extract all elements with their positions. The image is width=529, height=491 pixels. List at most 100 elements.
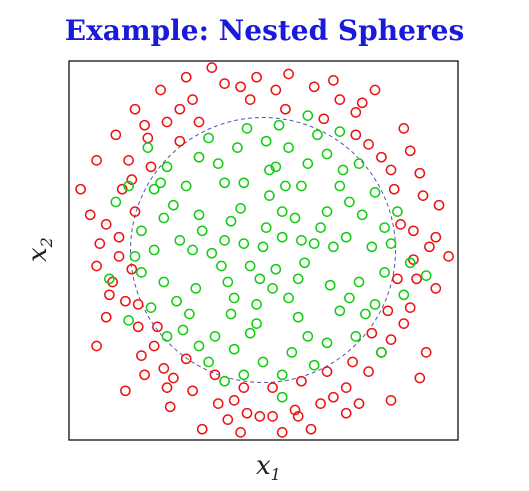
data-point-outer (142, 132, 154, 144)
data-point-inner (219, 235, 230, 246)
data-point-inner (376, 347, 387, 358)
data-point-inner (155, 177, 166, 189)
data-point-inner (308, 359, 320, 371)
data-point-inner (286, 347, 298, 358)
data-point-outer (116, 183, 128, 195)
data-point-inner (228, 343, 240, 355)
data-point-outer (433, 199, 445, 211)
data-point-inner (260, 222, 272, 233)
data-point-outer (411, 273, 422, 285)
data-point-inner (110, 196, 122, 208)
data-point-outer (107, 276, 118, 288)
data-point-inner (244, 327, 256, 339)
data-point-outer (91, 155, 102, 166)
data-point-outer (363, 139, 374, 150)
data-point-inner (292, 311, 304, 323)
data-point-outer (376, 151, 387, 163)
y-axis-label: x2 (23, 237, 56, 262)
data-point-inner (161, 331, 173, 342)
data-point-inner (145, 302, 157, 313)
data-point-outer (228, 395, 240, 406)
data-point-outer (254, 411, 266, 422)
data-point-outer (318, 113, 330, 125)
data-point-inner (334, 305, 346, 317)
data-point-inner (203, 356, 214, 368)
points-layer (75, 62, 454, 438)
data-point-inner (203, 132, 214, 144)
data-point-inner (276, 391, 288, 403)
data-point-inner (148, 244, 160, 256)
data-point-outer (193, 116, 205, 128)
data-point-outer (280, 103, 291, 115)
data-point-inner (251, 299, 262, 310)
data-point-inner (350, 331, 362, 342)
data-point-outer (404, 302, 416, 313)
data-point-inner (315, 222, 326, 233)
data-point-inner (356, 209, 368, 221)
data-point-outer (315, 398, 326, 409)
data-point-inner (241, 123, 253, 134)
data-point-outer (132, 299, 144, 310)
data-point-outer (120, 385, 131, 397)
data-point-inner (123, 315, 134, 326)
data-point-inner (264, 190, 275, 201)
data-point-outer (91, 260, 102, 272)
x-axis-label-sub: 1 (271, 465, 281, 484)
data-point-inner (123, 180, 134, 192)
data-point-outer (75, 183, 86, 195)
data-point-outer (404, 145, 416, 157)
data-point-inner (209, 331, 221, 342)
data-point-inner (193, 340, 205, 352)
data-point-outer (139, 119, 150, 131)
data-point-inner (344, 292, 355, 304)
data-point-inner (136, 225, 147, 237)
data-point-outer (120, 295, 131, 307)
data-point-inner (225, 215, 237, 227)
data-point-outer (276, 427, 288, 438)
data-point-outer (430, 231, 442, 243)
data-point-inner (324, 279, 336, 291)
data-point-outer (110, 129, 122, 141)
data-point-outer (289, 404, 301, 416)
data-point-outer (180, 353, 192, 365)
data-point-inner (260, 135, 272, 147)
data-point-outer (196, 423, 208, 435)
data-point-outer (392, 273, 403, 285)
data-point-inner (193, 151, 205, 163)
data-point-outer (206, 62, 218, 73)
data-point-inner (369, 187, 381, 198)
data-point-inner (385, 238, 397, 249)
data-point-outer (340, 407, 352, 419)
data-point-outer (187, 94, 198, 105)
data-point-inner (190, 283, 202, 294)
data-point-inner (219, 375, 230, 387)
data-point-outer (100, 219, 112, 230)
data-point-outer (385, 334, 397, 345)
data-point-inner (257, 356, 269, 368)
data-point-inner (292, 273, 304, 285)
data-point-inner (136, 267, 147, 278)
data-point-outer (174, 103, 186, 115)
data-point-outer (334, 94, 346, 105)
data-point-outer (420, 347, 432, 358)
data-point-inner (270, 263, 282, 275)
data-point-inner (321, 148, 333, 160)
decision-boundary (130, 117, 396, 383)
data-point-outer (155, 84, 166, 96)
data-point-inner (193, 209, 205, 221)
data-point-outer (292, 411, 304, 422)
data-point-outer (91, 340, 102, 352)
data-point-inner (353, 158, 365, 169)
data-point-outer (145, 161, 157, 173)
data-point-outer (222, 414, 234, 425)
data-point-outer (187, 385, 198, 397)
data-point-inner (206, 247, 218, 259)
data-point-outer (244, 94, 256, 105)
data-point-inner (312, 129, 323, 141)
data-point-inner (177, 324, 189, 336)
data-point-outer (212, 398, 224, 409)
chart-title: Example: Nested Spheres (64, 14, 465, 47)
data-point-outer (328, 75, 339, 86)
data-point-outer (104, 289, 115, 301)
data-point-inner (267, 283, 278, 294)
